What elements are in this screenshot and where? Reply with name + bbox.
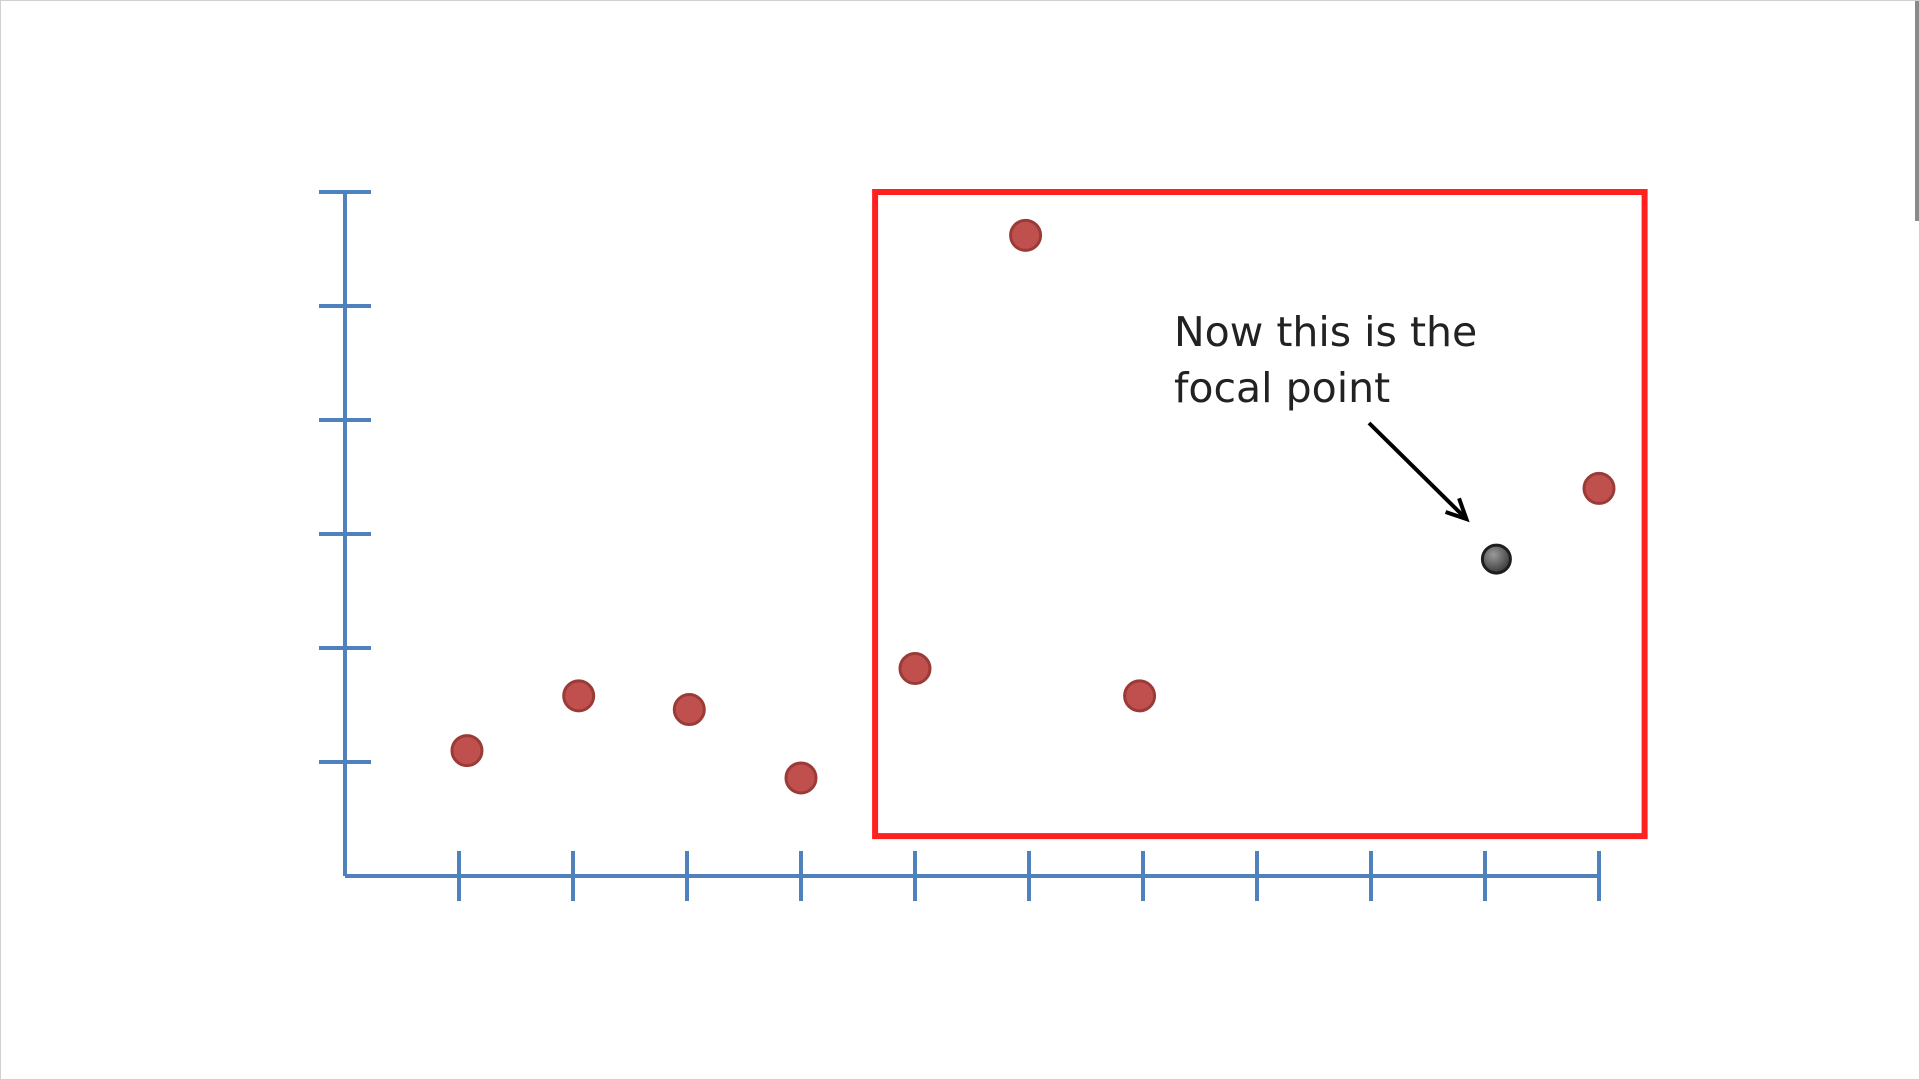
chart-axes bbox=[319, 190, 1601, 901]
data-point-6 bbox=[1009, 218, 1043, 252]
annotation-line-1: Now this is the bbox=[1174, 308, 1477, 356]
data-point-3 bbox=[672, 693, 706, 727]
annotation-arrow-line bbox=[1367, 421, 1468, 521]
highlight-box bbox=[872, 189, 1648, 840]
highlight-box-layer bbox=[872, 189, 1648, 840]
data-points bbox=[450, 218, 1616, 795]
focal-point bbox=[1480, 543, 1512, 575]
annotation-arrow-head bbox=[1444, 497, 1470, 523]
data-point-4 bbox=[784, 761, 818, 795]
data-point-7 bbox=[1123, 679, 1157, 713]
data-point-1 bbox=[450, 734, 484, 768]
data-point-2 bbox=[562, 679, 596, 713]
annotation-line-2: focal point bbox=[1174, 364, 1390, 412]
scrollbar-edge bbox=[1915, 1, 1919, 221]
data-point-5 bbox=[898, 652, 932, 686]
data-point-8 bbox=[1582, 471, 1616, 505]
annotation: Now this is the focal point bbox=[1174, 308, 1477, 523]
